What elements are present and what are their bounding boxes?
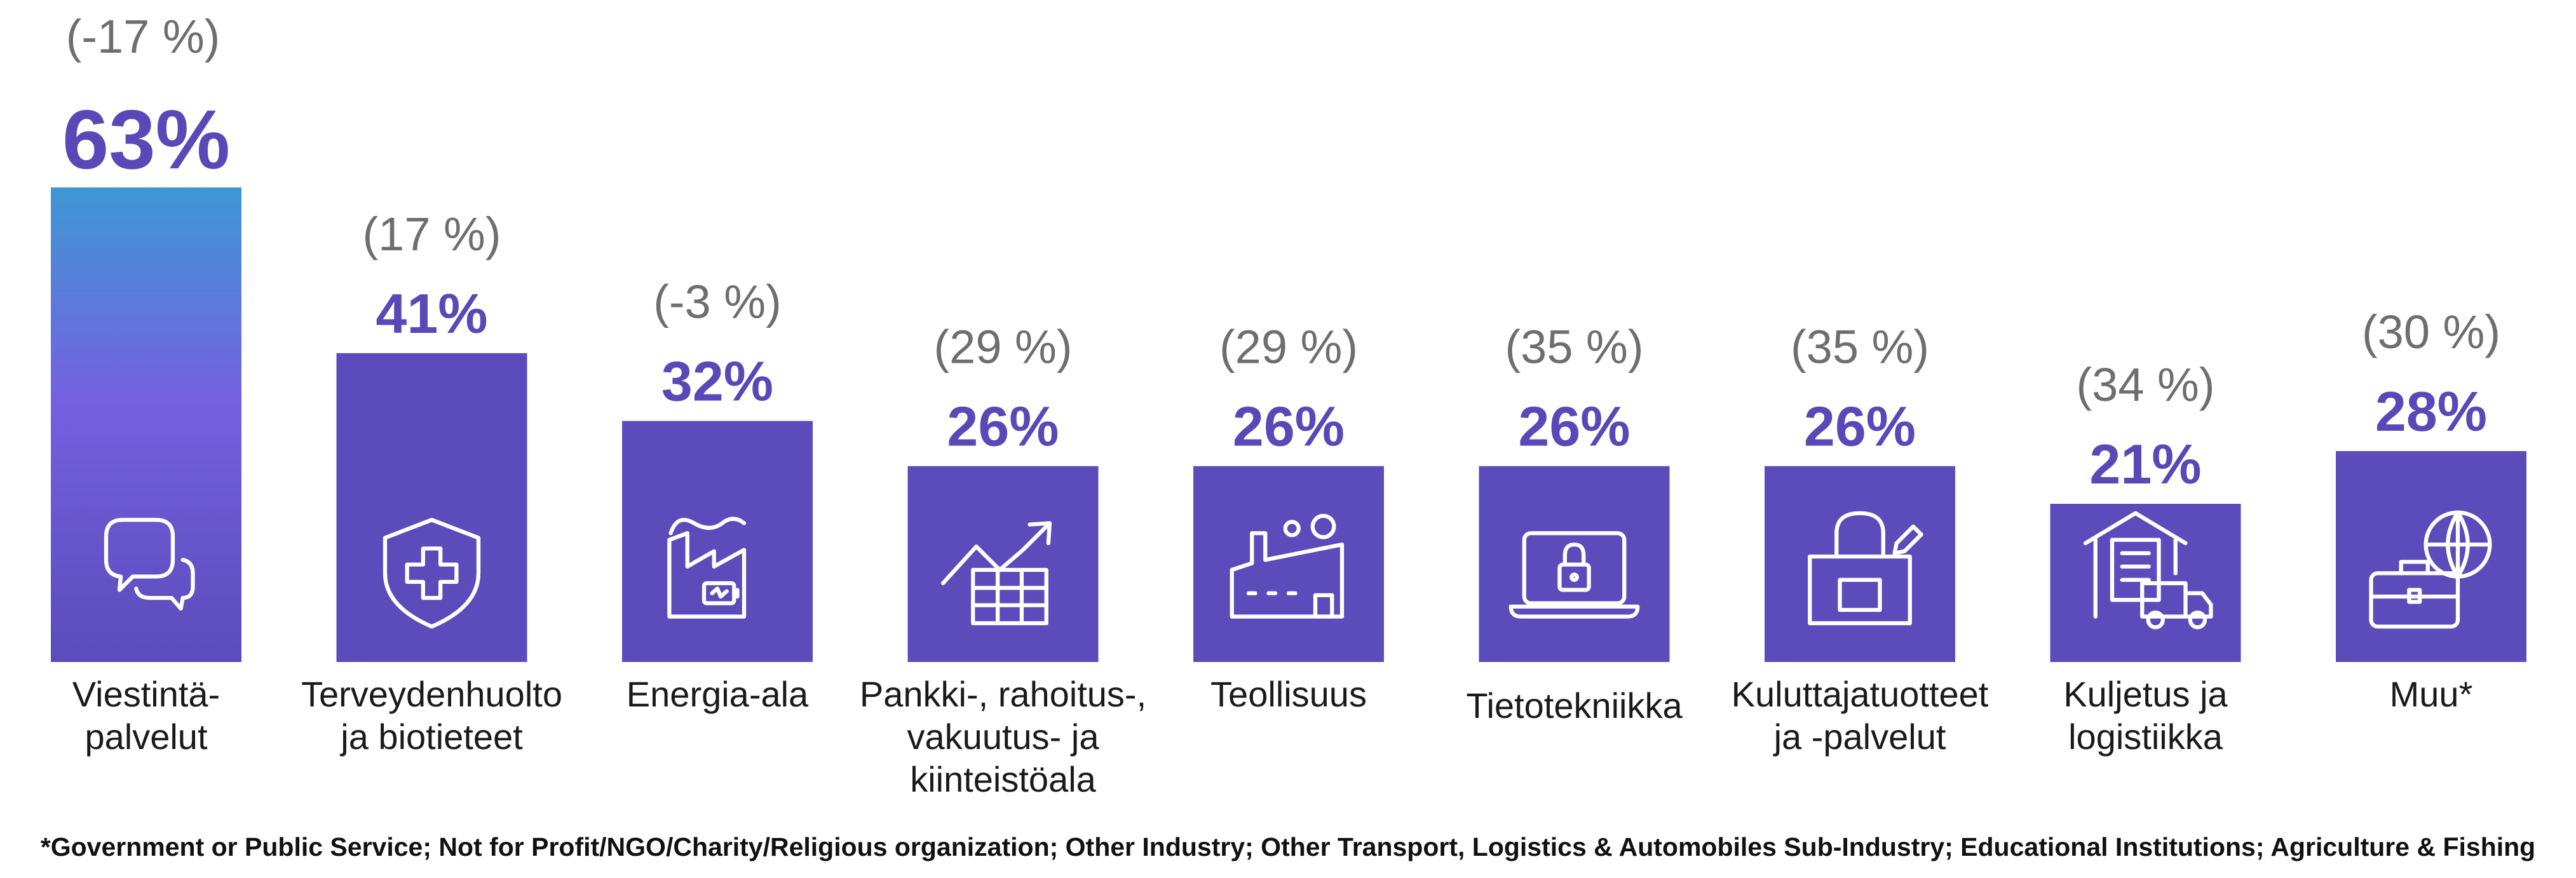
change-label: (29 %) [1219,321,1358,374]
category-label: Muu* [2390,674,2473,714]
finance-chart-icon [940,521,1052,626]
change-label: (34 %) [2077,358,2215,411]
bar [907,466,1099,662]
warehouse-truck-icon [2083,511,2213,630]
category-label: Teollisuus [1210,674,1367,714]
change-label: (30 %) [2362,306,2500,358]
footnote: *Government or Public Service; Not for P… [40,832,2536,861]
category-label: Kuljetus ja logistiikka [2063,674,2228,757]
value-label: 21% [2089,433,2201,496]
bar [1193,466,1384,662]
category-label: Kuluttajatuotteet ja -palvelut [1732,674,1989,757]
category-label: Viestintä-palvelut [72,674,220,757]
energy-factory-icon [667,517,747,619]
category-label: Energia-ala [627,674,809,714]
category-label: Tietotekniikka [1466,686,1683,726]
value-label: 26% [1518,395,1630,458]
globe-briefcase-icon [2369,510,2492,629]
change-label: (29 %) [934,321,1073,374]
value-label: 26% [1233,395,1345,458]
value-label: 32% [661,350,773,413]
change-label: (-17 %) [66,10,220,63]
value-label: 26% [947,395,1059,458]
category-label: Terveydenhuolto ja biotieteet [301,674,562,757]
bar [2336,451,2526,662]
value-label: 28% [2375,380,2487,443]
bar [1765,466,1955,662]
change-label: (35 %) [1791,321,1929,374]
value-label: 41% [376,282,487,345]
bar [336,353,527,662]
change-label: (-3 %) [653,276,781,328]
health-shield-icon [383,518,481,629]
change-label: (17 %) [363,208,501,260]
bar [622,421,813,662]
shopping-bag-icon [1808,511,1923,626]
bar [51,187,241,662]
chat-bubbles-icon [104,518,195,611]
value-label: 26% [1804,395,1916,458]
change-label: (35 %) [1505,321,1644,374]
laptop-lock-icon [1508,531,1640,619]
factory-icon [1230,513,1345,619]
category-label: Pankki-, rahoitus-, vakuutus- ja kiinteist… [860,674,1146,799]
value-label: 63% [62,93,230,186]
